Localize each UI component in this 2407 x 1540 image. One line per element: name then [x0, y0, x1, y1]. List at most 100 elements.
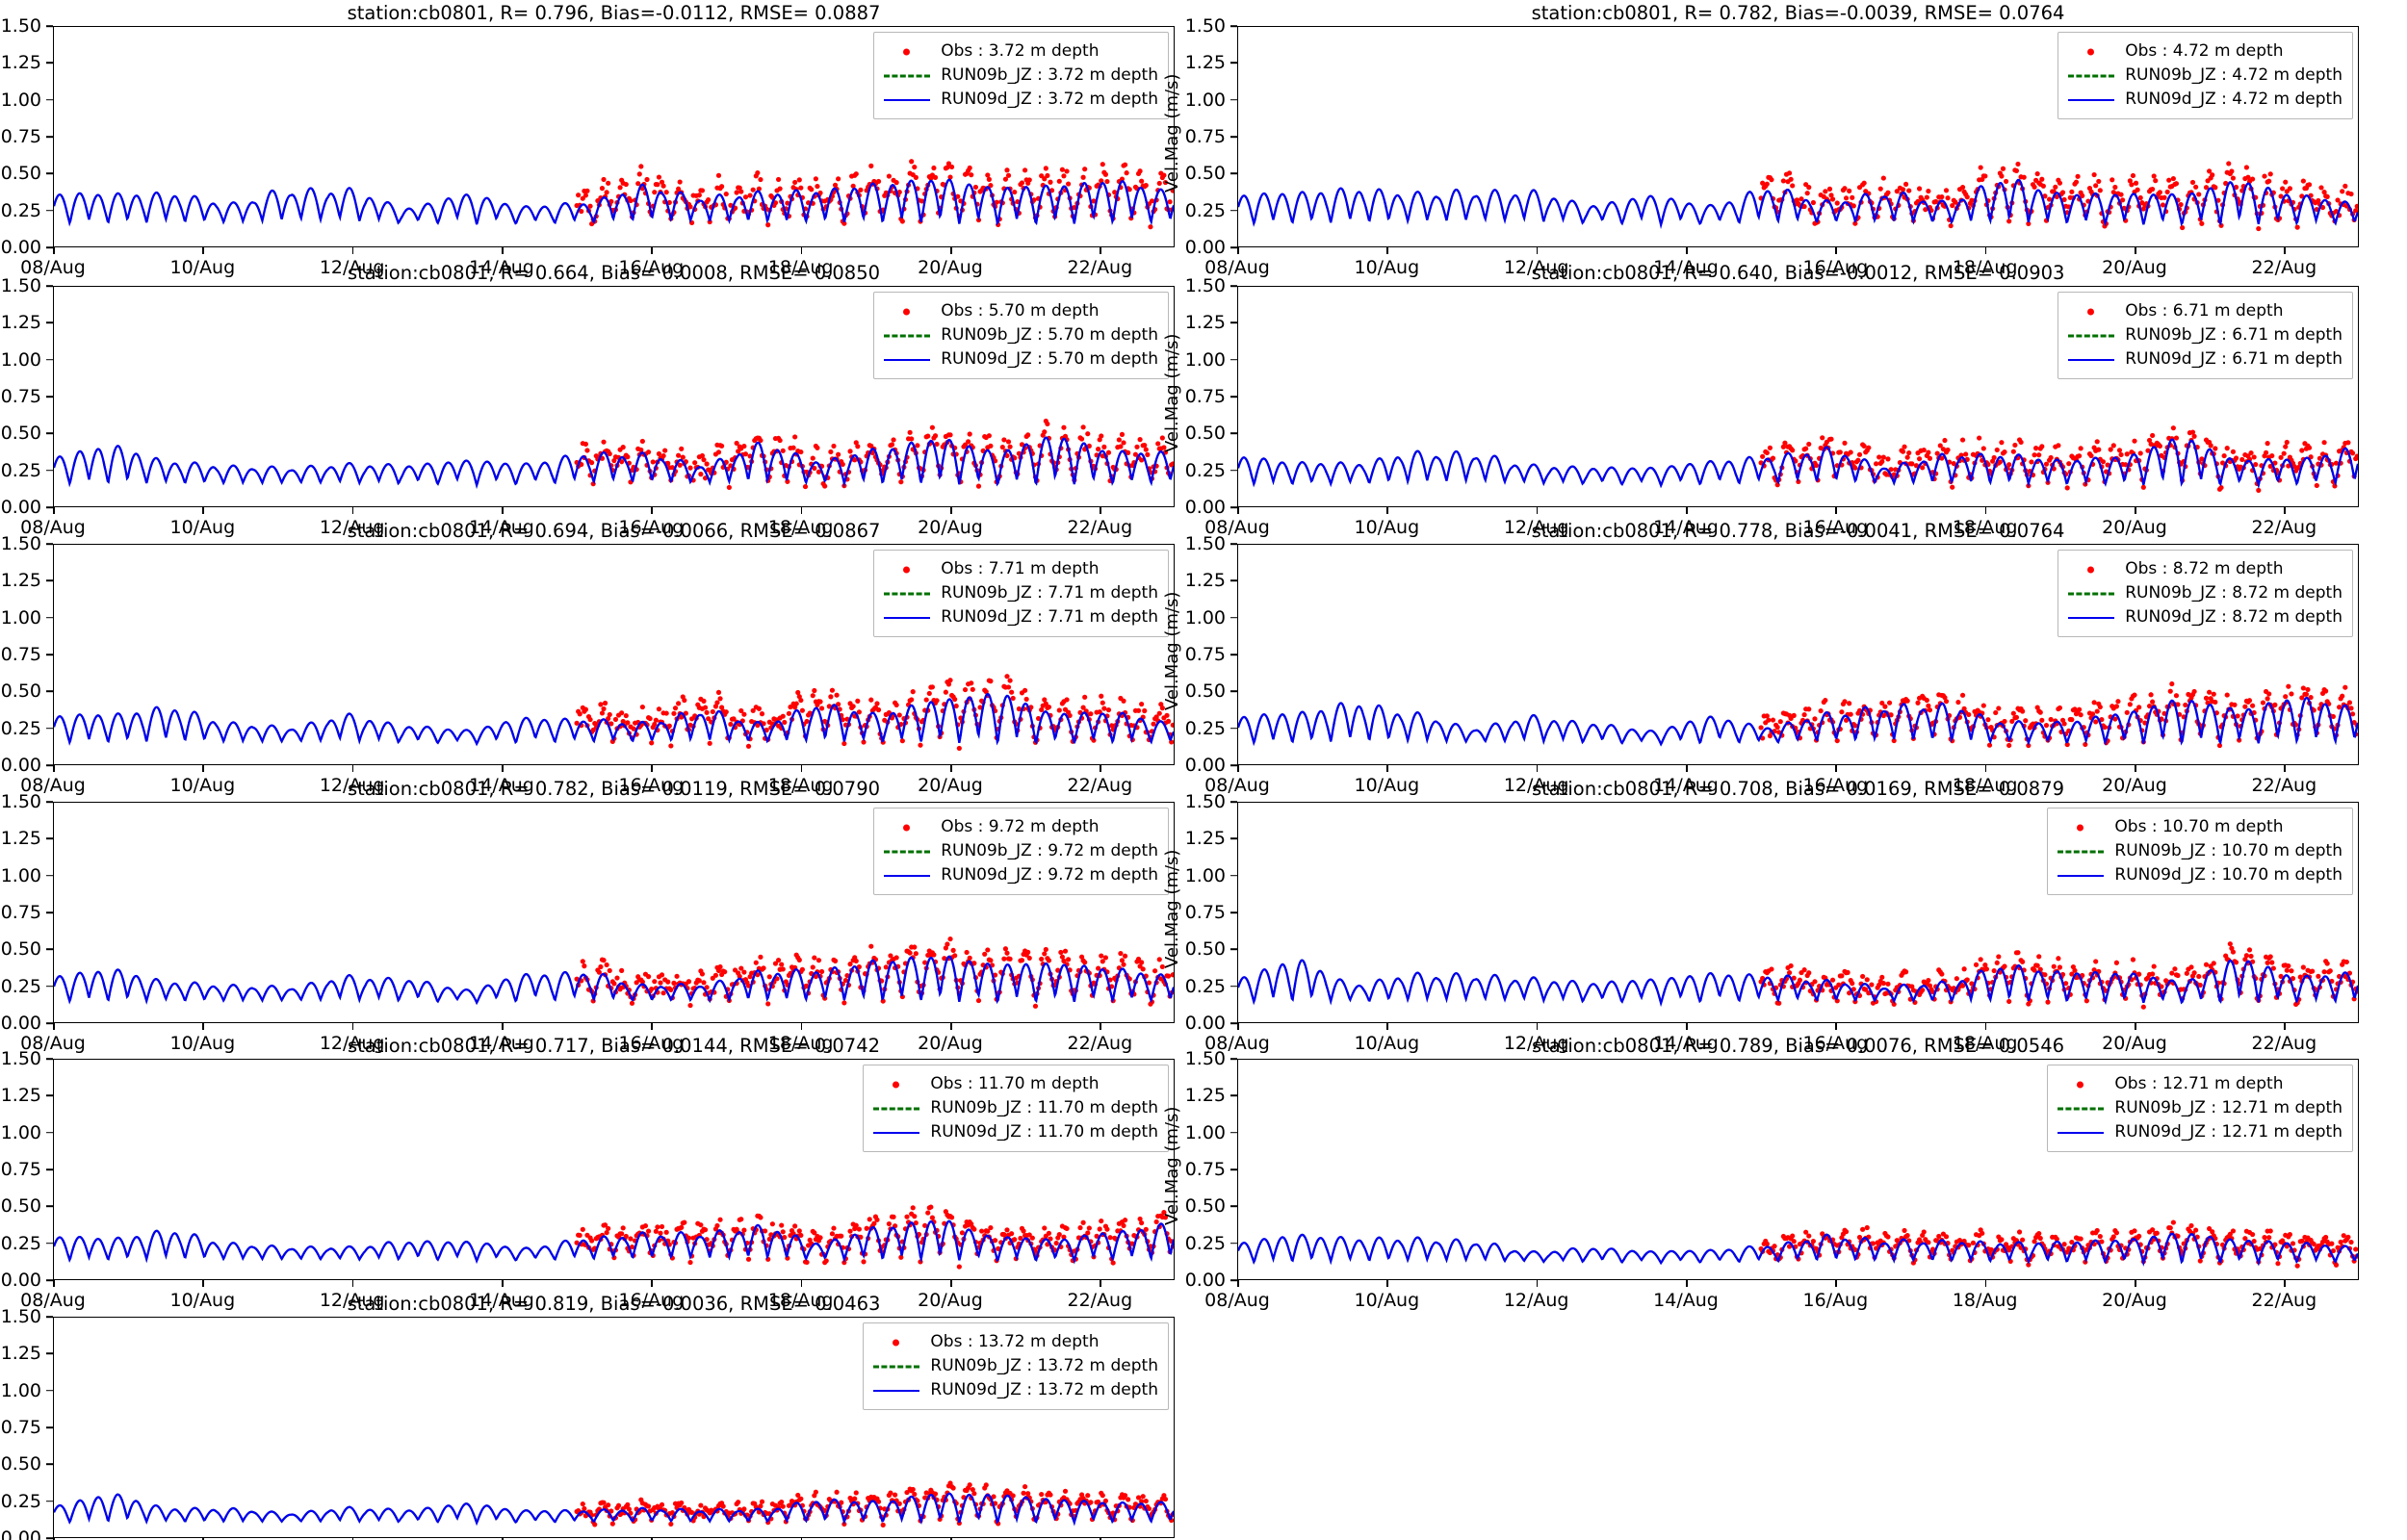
legend-item-run09b[interactable]: RUN09b_JZ : 5.70 m depth: [882, 323, 1158, 347]
y-tick-mark: [1230, 764, 1237, 766]
legend-item-obs[interactable]: Obs : 8.72 m depth: [2066, 557, 2342, 581]
y-tick-label: 0.75: [1184, 1159, 1226, 1180]
x-tick-mark: [2284, 765, 2286, 772]
y-tick-mark: [46, 62, 53, 64]
x-tick-label: 10/Aug: [169, 257, 236, 278]
x-tick-mark: [800, 247, 803, 254]
legend-item-run09b[interactable]: RUN09b_JZ : 10.70 m depth: [2056, 839, 2342, 863]
legend-item-obs[interactable]: Obs : 9.72 m depth: [882, 815, 1158, 839]
legend-item-run09b[interactable]: RUN09b_JZ : 6.71 m depth: [2066, 323, 2342, 347]
legend-item-run09d[interactable]: RUN09d_JZ : 4.72 m depth: [2066, 88, 2342, 112]
legend-item-run09b[interactable]: RUN09b_JZ : 9.72 m depth: [882, 839, 1158, 863]
x-tick-mark: [800, 765, 803, 772]
legend-item-obs[interactable]: Obs : 11.70 m depth: [871, 1072, 1158, 1096]
legend-marker-obs-icon-glyph: [903, 566, 911, 573]
run09d-line-series: [54, 1492, 1174, 1527]
legend-label: RUN09b_JZ : 13.72 m depth: [930, 1355, 1158, 1375]
legend-item-run09d[interactable]: RUN09d_JZ : 3.72 m depth: [882, 88, 1158, 112]
legend-item-obs[interactable]: Obs : 12.71 m depth: [2056, 1072, 2342, 1096]
legend-marker-obs-icon-glyph: [2087, 308, 2095, 315]
y-tick-mark: [1230, 1205, 1237, 1208]
y-tick-label: 1.00: [0, 1379, 41, 1401]
x-tick-mark: [1237, 1023, 1239, 1030]
legend-label: RUN09b_JZ : 12.71 m depth: [2114, 1097, 2342, 1117]
legend-item-obs[interactable]: Obs : 5.70 m depth: [882, 299, 1158, 323]
x-tick-mark: [502, 1280, 504, 1287]
x-tick-mark: [800, 1023, 803, 1030]
y-tick-label: 0.25: [1184, 975, 1226, 997]
x-tick-label: 14/Aug: [1653, 1033, 1719, 1054]
y-tick-mark: [46, 321, 53, 324]
x-tick-mark: [1835, 247, 1837, 254]
legend-item-run09d[interactable]: RUN09d_JZ : 9.72 m depth: [882, 863, 1158, 887]
legend-item-run09d[interactable]: RUN09d_JZ : 12.71 m depth: [2056, 1120, 2342, 1144]
x-tick-label: 10/Aug: [169, 1290, 236, 1311]
x-tick-label: 16/Aug: [618, 517, 685, 538]
y-tick-label: 0.00: [0, 755, 41, 776]
legend-item-run09d[interactable]: RUN09d_JZ : 7.71 m depth: [882, 605, 1158, 629]
legend-item-run09b[interactable]: RUN09b_JZ : 3.72 m depth: [882, 64, 1158, 88]
x-tick-label: 12/Aug: [319, 257, 385, 278]
x-tick-label: 22/Aug: [2251, 775, 2317, 796]
legend-item-obs[interactable]: Obs : 7.71 m depth: [882, 557, 1158, 581]
legend-line-run09d-icon-glyph: [2058, 1131, 2105, 1134]
legend-item-obs[interactable]: Obs : 10.70 m depth: [2056, 815, 2342, 839]
legend-item-obs[interactable]: Obs : 13.72 m depth: [871, 1330, 1158, 1354]
legend-line-run09d-icon: [2066, 91, 2116, 109]
y-tick-label: 0.25: [1184, 459, 1226, 481]
y-tick-mark: [1230, 1094, 1237, 1097]
y-tick-mark: [46, 1279, 53, 1281]
legend-item-run09d[interactable]: RUN09d_JZ : 11.70 m depth: [871, 1120, 1158, 1144]
y-tick-mark: [46, 874, 53, 877]
y-tick-mark: [46, 1500, 53, 1502]
x-tick-label: 18/Aug: [767, 775, 834, 796]
legend-item-run09b[interactable]: RUN09b_JZ : 7.71 m depth: [882, 581, 1158, 605]
chart-panel-3: station:cb0801, R= 0.640, Bias=-0.0012, …: [1162, 262, 2359, 538]
x-tick-mark: [1835, 765, 1837, 772]
y-tick-mark: [46, 1205, 53, 1208]
y-tick-mark: [46, 764, 53, 766]
x-tick-label: 10/Aug: [1354, 775, 1420, 796]
obs-scatter-series: [1758, 941, 2358, 1010]
x-tick-mark: [1386, 247, 1388, 254]
x-tick-label: 12/Aug: [1503, 257, 1569, 278]
legend-item-obs[interactable]: Obs : 3.72 m depth: [882, 39, 1158, 64]
y-tick-mark: [1230, 654, 1237, 655]
x-tick-label: 14/Aug: [469, 517, 534, 538]
legend-dash-run09b-icon: [2066, 585, 2116, 603]
legend-item-run09d[interactable]: RUN09d_JZ : 8.72 m depth: [2066, 605, 2342, 629]
legend-item-run09b[interactable]: RUN09b_JZ : 13.72 m depth: [871, 1354, 1158, 1378]
x-tick-label: 08/Aug: [20, 257, 86, 278]
legend-item-run09d[interactable]: RUN09d_JZ : 10.70 m depth: [2056, 863, 2342, 887]
x-tick-label: 10/Aug: [1354, 1290, 1420, 1311]
legend-item-obs[interactable]: Obs : 4.72 m depth: [2066, 39, 2342, 64]
legend-item-run09b[interactable]: RUN09b_JZ : 12.71 m depth: [2056, 1096, 2342, 1120]
axes-frame: [1237, 544, 2359, 765]
legend-item-run09d[interactable]: RUN09d_JZ : 13.72 m depth: [871, 1378, 1158, 1402]
y-tick-label: 0.25: [0, 199, 41, 221]
y-tick-label: 1.00: [1184, 864, 1226, 886]
y-tick-mark: [46, 98, 53, 101]
legend-label: RUN09d_JZ : 9.72 m depth: [941, 864, 1158, 885]
x-tick-mark: [1100, 765, 1101, 772]
x-tick-mark: [2135, 507, 2136, 514]
x-tick-label: 20/Aug: [918, 775, 983, 796]
y-tick-mark: [46, 506, 53, 508]
legend-item-run09d[interactable]: RUN09d_JZ : 6.71 m depth: [2066, 347, 2342, 372]
x-tick-mark: [1100, 1538, 1101, 1540]
y-tick-label: 0.75: [0, 1159, 41, 1180]
legend-dash-run09b-icon-glyph: [2058, 850, 2105, 853]
legend-item-run09d[interactable]: RUN09d_JZ : 5.70 m depth: [882, 347, 1158, 372]
y-tick-label: 0.25: [1184, 717, 1226, 739]
legend-item-run09b[interactable]: RUN09b_JZ : 8.72 m depth: [2066, 581, 2342, 605]
x-tick-label: 18/Aug: [767, 1033, 834, 1054]
x-tick-mark: [351, 765, 354, 772]
x-tick-label: 08/Aug: [1204, 1290, 1270, 1311]
legend-item-obs[interactable]: Obs : 6.71 m depth: [2066, 299, 2342, 323]
legend-item-run09b[interactable]: RUN09b_JZ : 4.72 m depth: [2066, 64, 2342, 88]
legend-dash-run09b-icon: [882, 327, 932, 345]
legend-line-run09d-icon: [871, 1124, 921, 1142]
legend-marker-obs-icon-glyph: [893, 1081, 900, 1088]
x-tick-label: 14/Aug: [469, 775, 534, 796]
legend-item-run09b[interactable]: RUN09b_JZ : 11.70 m depth: [871, 1096, 1158, 1120]
